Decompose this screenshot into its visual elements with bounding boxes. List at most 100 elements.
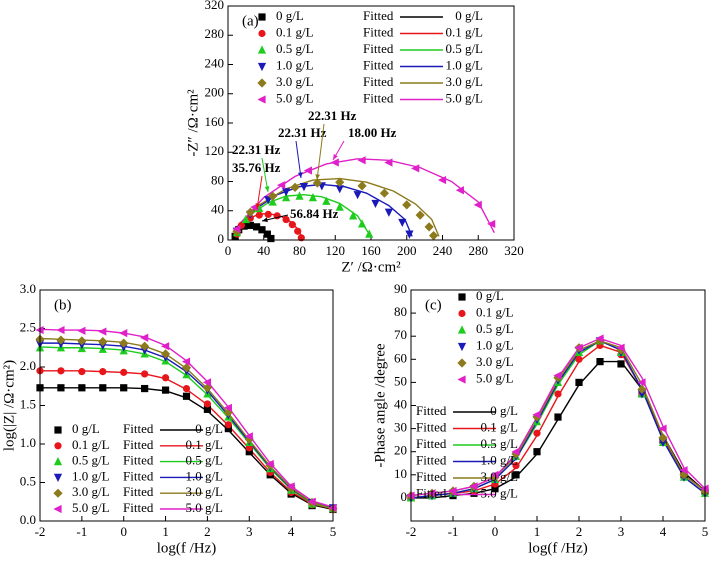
data-point (245, 448, 253, 456)
annotation: 22.31 Hz (232, 142, 281, 157)
annotation-arrow (256, 175, 263, 210)
legend-label: 1.0 g/L (445, 57, 483, 72)
data-point (574, 343, 583, 352)
plot-frame (227, 5, 515, 241)
data-point (512, 471, 520, 479)
data-point (335, 177, 345, 187)
data-point (455, 186, 464, 195)
data-point (411, 164, 420, 173)
data-point (617, 360, 625, 368)
legend-label: 1.0 g/L (480, 452, 518, 467)
y-tick-label: 0 (218, 231, 225, 246)
x-tick-label: 0 (492, 524, 499, 539)
y-tick-label: 90 (394, 281, 407, 296)
data-point (424, 222, 434, 232)
legend-fit-label: Fitted (416, 469, 447, 484)
panel-label: (a) (242, 13, 259, 29)
data-point (357, 219, 367, 228)
data-point (637, 390, 647, 399)
x-axis-title: Z′ /Ω·cm² (341, 259, 401, 275)
data-point (98, 336, 108, 347)
y-tick-label: 280 (205, 26, 225, 41)
legend-label: 1.0 g/L (276, 57, 314, 72)
fit-line (236, 183, 413, 237)
x-tick-label: 120 (326, 243, 346, 258)
data-point (335, 185, 344, 194)
legend-label: 0.5 g/L (476, 321, 514, 336)
legend-marker (53, 504, 62, 514)
y-tick-label: 320 (205, 0, 225, 12)
x-tick-label: 240 (433, 243, 453, 258)
legend-label: 0 g/L (72, 421, 100, 436)
legend-marker (457, 358, 467, 368)
y-tick-label: 200 (205, 85, 225, 100)
legend-marker (457, 325, 467, 334)
legend-marker (258, 13, 266, 21)
legend-label: 0.1 g/L (476, 304, 514, 319)
data-point (658, 438, 668, 448)
data-point (232, 224, 241, 234)
legend-label: 5.0 g/L (72, 500, 110, 515)
x-tick-label: 2 (204, 524, 211, 539)
x-tick-label: 4 (288, 524, 295, 539)
data-point (56, 325, 65, 335)
legend-label: 3.0 g/L (476, 354, 514, 369)
legend-marker (257, 78, 267, 88)
legend-marker (258, 29, 266, 38)
data-point (575, 355, 583, 363)
legend-fit-label: Fitted (123, 500, 154, 515)
data-point (140, 333, 149, 342)
x-tick-label: 5 (330, 524, 337, 539)
data-point (258, 226, 266, 234)
data-point (596, 358, 604, 366)
y-tick-label: 20 (394, 443, 407, 458)
y-tick-label: 80 (394, 304, 407, 319)
x-tick-label: 1 (534, 524, 541, 539)
data-point (57, 367, 65, 375)
legend-label: 1.0 g/L (476, 337, 514, 352)
data-point (357, 156, 366, 165)
y-tick-label: 40 (211, 202, 224, 217)
data-point (202, 378, 212, 387)
y-tick-label: 0.0 (20, 512, 36, 527)
x-tick-label: 280 (469, 243, 489, 258)
x-tick-label: 160 (361, 243, 381, 258)
data-point (335, 202, 344, 211)
data-point (398, 218, 407, 228)
data-point (202, 383, 213, 393)
data-point (469, 482, 478, 491)
data-point (120, 368, 128, 376)
data-point (265, 459, 274, 469)
annotation: 18.00 Hz (348, 125, 397, 140)
data-point (263, 230, 271, 238)
data-point (141, 370, 149, 378)
data-point (532, 410, 541, 419)
data-point (428, 231, 439, 241)
data-point (267, 234, 275, 243)
legend-label: 0.5 g/L (445, 41, 483, 56)
arrow-head (297, 172, 303, 178)
data-point (223, 403, 232, 412)
arrow-head (255, 203, 261, 209)
data-point (533, 429, 541, 437)
data-point (141, 384, 149, 393)
x-tick-label: 320 (504, 243, 524, 258)
data-point (253, 223, 261, 231)
data-point (203, 400, 212, 408)
x-tick-label: 0 (120, 524, 127, 539)
y-tick-label: 10 (394, 466, 407, 481)
x-tick-label: -1 (448, 524, 459, 539)
x-tick-label: 0 (225, 243, 232, 258)
data-point (78, 368, 86, 376)
data-point (57, 384, 65, 392)
data-point (491, 485, 499, 493)
data-point (533, 448, 541, 456)
data-point (595, 334, 604, 343)
data-point (203, 405, 212, 413)
legend-label: 3.0 g/L (72, 484, 110, 499)
legend-label: 0.1 g/L (72, 437, 110, 452)
data-point (437, 175, 447, 185)
y-tick-label: 0 (401, 489, 408, 504)
data-point (160, 349, 171, 359)
x-axis-title: log(f /Hz) (528, 540, 588, 556)
